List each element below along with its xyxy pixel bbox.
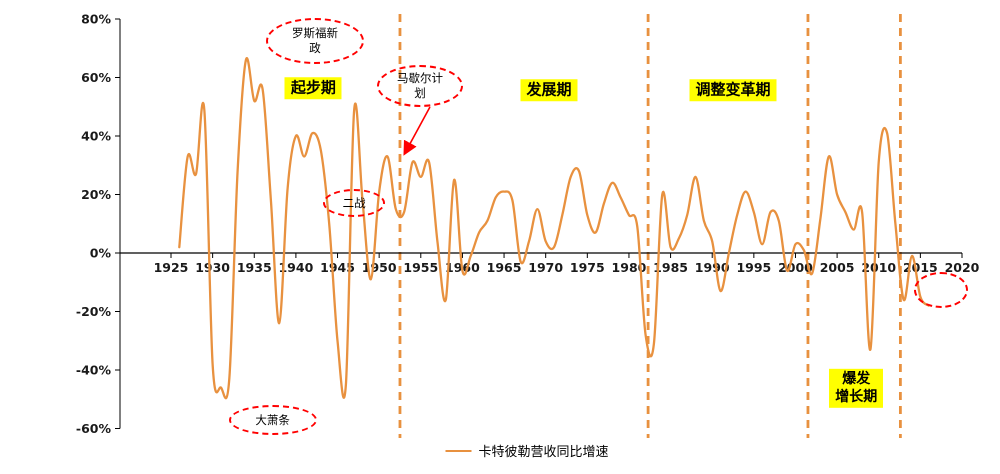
y-tick-label: 40% (81, 129, 111, 144)
y-tick-label: 0% (90, 246, 112, 261)
x-tick-label: 1935 (237, 260, 272, 275)
x-tick-label: 1965 (487, 260, 522, 275)
legend-line-swatch (445, 449, 472, 452)
x-tick-label: 1985 (653, 260, 688, 275)
x-tick-label: 1980 (612, 260, 647, 275)
x-tick-label: 1950 (362, 260, 397, 275)
x-tick-label: 1925 (154, 260, 189, 275)
legend-label: 卡特彼勒营收同比增速 (478, 445, 609, 460)
y-tick-label: 80% (81, 12, 111, 27)
x-tick-label: 1995 (736, 260, 771, 275)
marshall-plan-arrow (403, 106, 431, 156)
x-tick-label: 2015 (903, 260, 938, 275)
y-tick-label: -60% (76, 421, 112, 436)
y-tick-label: 60% (81, 70, 111, 85)
legend: 卡特彼勒营收同比增速 (445, 441, 609, 460)
x-tick-label: 1945 (320, 260, 355, 275)
y-tick-label: 20% (81, 187, 111, 202)
x-tick-label: 1990 (695, 260, 730, 275)
x-tick-label: 1955 (403, 260, 438, 275)
x-tick-label: 2010 (861, 260, 896, 275)
x-tick-label: 2020 (945, 260, 980, 275)
y-tick-label: -20% (76, 304, 112, 319)
y-tick-label: -40% (76, 363, 112, 378)
x-tick-label: 1930 (195, 260, 230, 275)
x-tick-label: 1940 (278, 260, 313, 275)
x-tick-label: 1975 (570, 260, 605, 275)
series-line (178, 57, 930, 400)
x-tick-label: 1970 (528, 260, 563, 275)
x-tick-label: 2005 (820, 260, 855, 275)
